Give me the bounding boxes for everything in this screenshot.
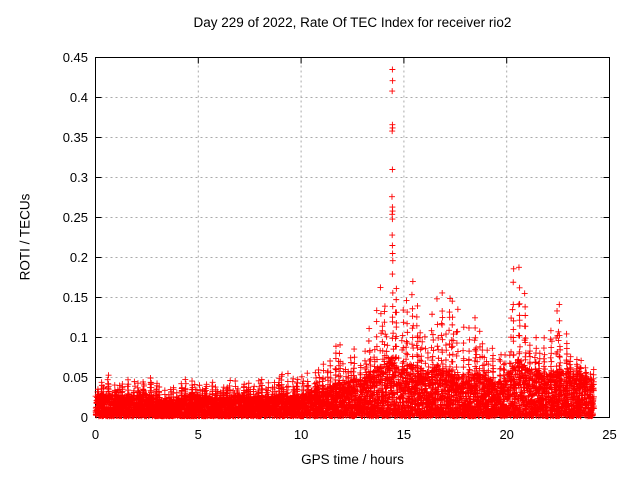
y-tick-label: 0.45 (62, 49, 88, 65)
x-tick-label: 10 (293, 427, 309, 442)
y-tick-label: 0.3 (69, 169, 88, 185)
y-tick-label: 0.4 (69, 89, 88, 105)
chart-title: Day 229 of 2022, Rate Of TEC Index for r… (193, 15, 512, 30)
x-tick-label: 5 (194, 427, 202, 442)
y-tick-label: 0 (80, 409, 88, 425)
y-tick-label: 0.1 (69, 329, 88, 345)
x-tick-label: 15 (396, 427, 412, 442)
y-axis-label: ROTI / TECUs (17, 193, 33, 281)
x-tick-label: 20 (499, 427, 514, 442)
x-tick-label: 25 (602, 427, 617, 442)
y-tick-label: 0.25 (62, 209, 88, 225)
y-tick-label: 0.35 (62, 129, 88, 145)
x-axis-label: GPS time / hours (301, 452, 404, 467)
y-tick-label: 0.2 (69, 249, 88, 265)
y-tick-label: 0.15 (62, 289, 88, 305)
x-tick-label: 0 (91, 427, 100, 442)
y-tick-label: 0.05 (62, 369, 88, 385)
